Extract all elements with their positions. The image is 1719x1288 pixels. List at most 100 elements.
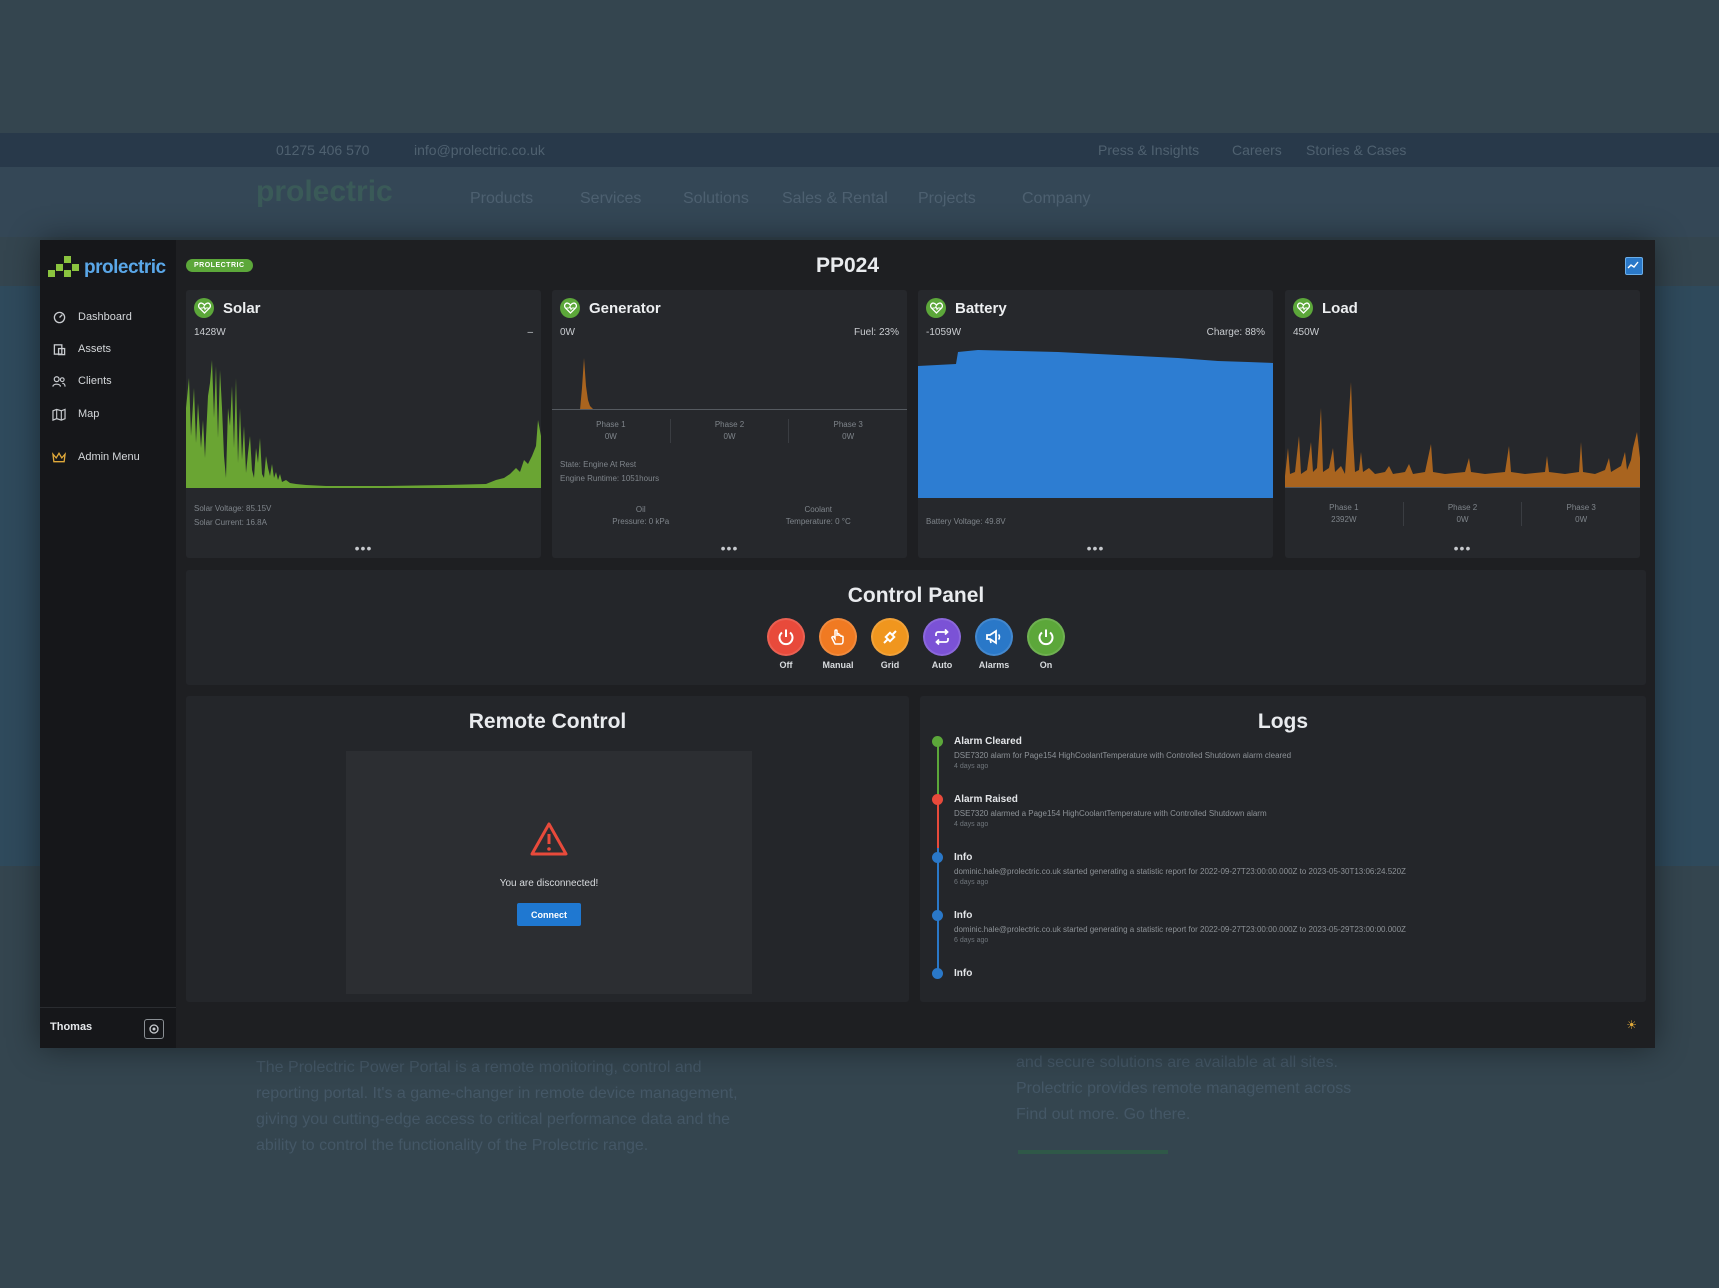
control-label: Off <box>779 660 793 670</box>
clients-icon <box>52 374 66 388</box>
card-title: Load <box>1322 299 1358 317</box>
sidebar-item-dashboard[interactable]: Dashboard <box>52 310 132 324</box>
generator-phases: Phase 1 0W Phase 2 0W Phase 3 0W <box>552 419 907 443</box>
phase-cell: Phase 1 2392W <box>1285 502 1404 526</box>
portal-window: prolectric Dashboard Assets Clients Map <box>40 240 1655 1048</box>
background-underline <box>1018 1150 1168 1154</box>
background-paragraph-left: The Prolectric Power Portal is a remote … <box>256 1059 738 1154</box>
warning-icon <box>530 822 568 856</box>
log-dot-info <box>932 968 943 979</box>
card-title: Solar <box>223 299 261 317</box>
log-dot-alarm <box>932 794 943 805</box>
app-logo[interactable]: prolectric <box>48 256 166 280</box>
plug-icon <box>883 630 897 644</box>
log-entry[interactable]: Info <box>954 968 973 979</box>
generator-state: State: Engine At Rest Engine Runtime: 10… <box>560 460 660 483</box>
timeline-line <box>937 796 939 848</box>
solar-card: Solar 1428W – Solar Voltage: 85.15V Sola… <box>186 290 541 558</box>
log-dot-info <box>932 910 943 921</box>
megaphone-icon <box>986 629 1001 645</box>
sidebar-item-map[interactable]: Map <box>52 407 99 421</box>
load-more-button[interactable]: ••• <box>1453 540 1472 556</box>
control-panel: Control Panel Off Manual Grid <box>186 570 1646 685</box>
logo-text: prolectric <box>84 257 166 278</box>
theme-toggle-sun-icon[interactable]: ☀ <box>1626 1018 1637 1032</box>
map-icon <box>52 407 66 421</box>
log-entry[interactable]: Info dominic.hale@prolectric.co.uk start… <box>954 910 1406 944</box>
battery-charge-value: Charge: 88% <box>1206 327 1265 338</box>
remote-control-title: Remote Control <box>468 710 627 733</box>
sidebar-item-label: Assets <box>78 343 112 355</box>
chart-icon <box>1627 261 1639 269</box>
generator-more-button[interactable]: ••• <box>720 540 739 556</box>
sidebar-item-label: Map <box>78 408 100 420</box>
settings-button[interactable] <box>144 1019 164 1039</box>
manual-button[interactable]: Manual <box>812 618 864 670</box>
remote-screen: You are disconnected! Connect <box>346 751 752 994</box>
oil-sensor: Oil Pressure: 0 kPa <box>612 505 670 526</box>
log-entry[interactable]: Info dominic.hale@prolectric.co.uk start… <box>954 852 1406 886</box>
sidebar-item-admin-menu[interactable]: Admin Menu <box>52 450 140 464</box>
background-paragraph-right: and secure solutions are available at al… <box>1016 1054 1352 1123</box>
solar-more-button[interactable]: ••• <box>354 540 373 556</box>
control-label: Grid <box>880 660 900 670</box>
chart-view-button[interactable] <box>1625 257 1643 275</box>
battery-card: Battery -1059W Charge: 88% Battery Volta… <box>918 290 1273 558</box>
background-logo: prolectric <box>256 175 393 208</box>
battery-voltage: Battery Voltage: 49.8V <box>926 517 1006 526</box>
logs-title: Logs <box>1257 710 1309 733</box>
solar-card-header: Solar <box>194 298 261 318</box>
phase-cell: Phase 1 0W <box>552 419 671 443</box>
org-badge: PROLECTRIC <box>186 259 253 272</box>
generator-sensors: Oil Pressure: 0 kPa Coolant Temperature: 0… <box>552 504 907 528</box>
coolant-sensor: Coolant Temperature: 0 °C <box>785 505 851 526</box>
crown-icon <box>52 450 66 464</box>
remote-control-panel: Remote Control You are disconnected! Con… <box>186 696 909 1002</box>
battery-card-header: Battery <box>926 298 1007 318</box>
battery-chart <box>918 350 1273 498</box>
phase-cell: Phase 3 0W <box>833 420 863 441</box>
generator-chart <box>552 358 907 410</box>
sidebar-item-clients[interactable]: Clients <box>52 374 112 388</box>
gear-icon <box>149 1024 159 1034</box>
logo-mark-icon <box>48 256 80 280</box>
load-power-value: 450W <box>1293 327 1320 338</box>
background-top-strip: 01275 406 570 info@prolectric.co.uk Pres… <box>0 133 1719 167</box>
battery-more-button[interactable]: ••• <box>1086 540 1105 556</box>
background-link: Careers <box>1232 142 1282 158</box>
generator-fuel-value: Fuel: 23% <box>853 327 899 338</box>
background-phone: 01275 406 570 <box>276 142 370 158</box>
load-chart <box>1285 382 1640 488</box>
grid-button[interactable]: Grid <box>864 618 916 670</box>
sidebar-item-label: Dashboard <box>78 311 132 323</box>
user-name[interactable]: Thomas <box>50 1021 93 1033</box>
log-entry[interactable]: Alarm Cleared DSE7320 alarm for Page154 … <box>954 736 1292 770</box>
control-label: Manual <box>822 660 854 670</box>
on-button[interactable]: On <box>1020 618 1072 670</box>
background-email: info@prolectric.co.uk <box>414 142 545 158</box>
solar-extra-value: – <box>527 327 533 338</box>
power-icon <box>1038 629 1054 646</box>
load-card-header: Load <box>1293 298 1358 318</box>
sidebar-item-label: Clients <box>78 375 112 387</box>
log-dot-success <box>932 736 943 747</box>
alarms-button[interactable]: Alarms <box>968 618 1020 670</box>
sidebar-item-assets[interactable]: Assets <box>52 342 111 356</box>
solar-details: Solar Voltage: 85.15V Solar Current: 16.… <box>194 504 272 527</box>
heart-health-icon <box>926 298 946 318</box>
connect-button[interactable]: Connect <box>517 903 581 926</box>
off-button[interactable]: Off <box>760 618 812 670</box>
generator-card: Generator 0W Fuel: 23% Phase 1 0W Phase 2… <box>552 290 907 558</box>
control-panel-title: Control Panel <box>847 584 985 607</box>
heart-health-icon <box>560 298 580 318</box>
hand-icon <box>831 629 844 645</box>
background-menu-item: Sales & Rental <box>782 190 888 207</box>
sidebar: prolectric Dashboard Assets Clients Map <box>40 240 176 1048</box>
sidebar-footer: Thomas <box>40 1007 176 1048</box>
background-menu-item: Products <box>470 190 534 207</box>
solar-power-value: 1428W <box>194 327 226 338</box>
phase-cell: Phase 3 0W <box>1566 503 1596 524</box>
auto-button[interactable]: Auto <box>916 618 968 670</box>
phase-cell: Phase 2 0W <box>671 419 790 443</box>
log-entry[interactable]: Alarm Raised DSE7320 alarmed a Page154 H… <box>954 794 1267 828</box>
